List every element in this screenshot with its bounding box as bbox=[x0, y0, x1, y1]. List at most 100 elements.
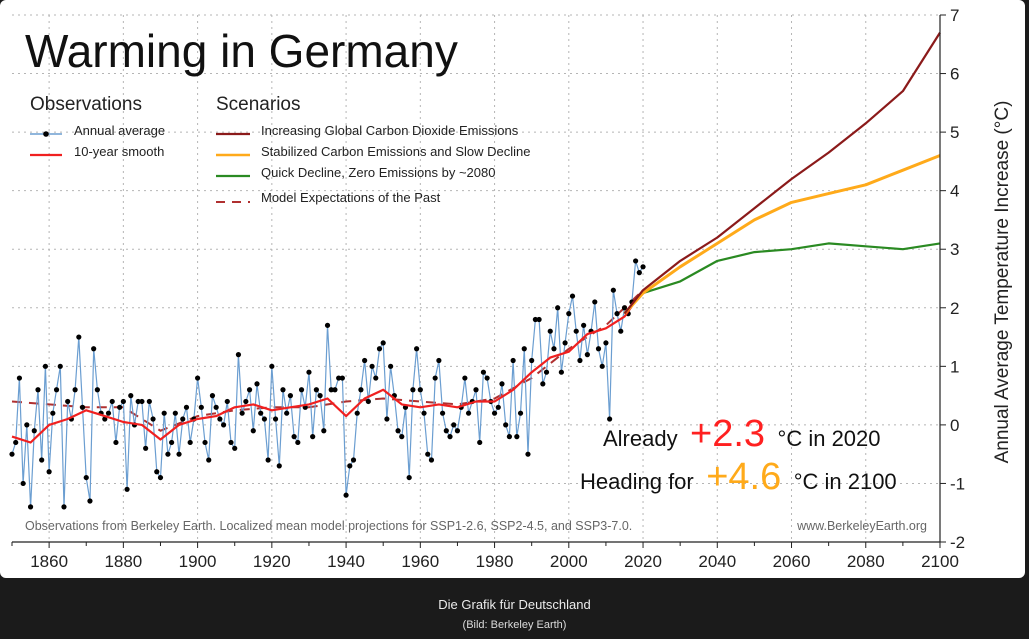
x-tick-label: 1900 bbox=[179, 552, 217, 571]
annual-point bbox=[373, 375, 379, 381]
annual-point bbox=[347, 463, 353, 469]
annual-point bbox=[633, 258, 639, 264]
annual-point bbox=[209, 393, 216, 399]
annual-point bbox=[146, 398, 152, 405]
annual-point bbox=[510, 357, 516, 364]
annual-point bbox=[321, 428, 327, 434]
annual-point bbox=[358, 387, 364, 393]
x-tick-label: 2080 bbox=[847, 552, 885, 571]
annual-point bbox=[573, 328, 579, 334]
x-tick-label: 1940 bbox=[327, 552, 365, 571]
annual-point bbox=[79, 404, 86, 410]
annual-point bbox=[599, 363, 605, 369]
annual-point bbox=[206, 457, 212, 463]
annual-point bbox=[417, 387, 423, 393]
heading-prefix: Heading for bbox=[580, 469, 694, 494]
annual-point bbox=[232, 445, 238, 451]
annual-point bbox=[280, 387, 286, 393]
annual-point bbox=[640, 264, 646, 270]
annual-point bbox=[562, 340, 568, 346]
x-tick-label: 1960 bbox=[401, 552, 439, 571]
annual-point bbox=[46, 469, 52, 475]
annual-point bbox=[105, 410, 112, 416]
annual-point bbox=[436, 357, 442, 364]
annual-point bbox=[117, 404, 123, 410]
already-annotation: Already +2.3 °C in 2020 bbox=[603, 413, 881, 455]
annual-point bbox=[13, 439, 19, 446]
already-value: +2.3 bbox=[690, 413, 765, 455]
annual-point bbox=[555, 305, 561, 311]
annual-point bbox=[169, 439, 175, 446]
annual-point bbox=[143, 445, 149, 451]
annual-point bbox=[109, 398, 115, 405]
annual-point bbox=[421, 410, 427, 416]
x-tick-label: 2020 bbox=[624, 552, 662, 571]
annual-point bbox=[250, 428, 256, 434]
annual-point bbox=[76, 334, 82, 340]
x-tick-label: 1920 bbox=[253, 552, 291, 571]
series-line-annual-average bbox=[11, 260, 644, 507]
annual-point bbox=[532, 316, 538, 323]
annual-point bbox=[198, 404, 204, 410]
annual-point bbox=[154, 469, 160, 475]
annual-point bbox=[20, 480, 26, 487]
annual-point bbox=[495, 404, 501, 410]
y-tick-label: 3 bbox=[950, 240, 959, 259]
warming-chart: 1860 1880 1900 1920 1940 1960 1980 2000 2020 2040… bbox=[9, 6, 1013, 571]
annual-point bbox=[332, 387, 338, 393]
annual-point bbox=[324, 322, 331, 328]
annual-point bbox=[384, 416, 390, 422]
heading-value: +4.6 bbox=[706, 456, 781, 498]
annual-point bbox=[124, 486, 130, 492]
annual-point bbox=[83, 474, 89, 481]
already-prefix: Already bbox=[603, 426, 678, 451]
annual-point bbox=[284, 410, 290, 416]
annual-point bbox=[328, 387, 334, 393]
headline-annotations: Already +2.3 °C in 2020 Heading for +4.6… bbox=[580, 413, 897, 498]
x-tick-label: 1980 bbox=[476, 552, 514, 571]
annual-point bbox=[517, 410, 524, 416]
annual-point bbox=[24, 422, 30, 428]
annual-point bbox=[295, 439, 301, 446]
annual-point bbox=[521, 346, 527, 352]
annual-point bbox=[291, 434, 297, 440]
x-tick-label: 2060 bbox=[773, 552, 811, 571]
annual-point bbox=[536, 316, 542, 323]
legend-scenarios-heading: Scenarios bbox=[216, 94, 301, 115]
y-tick-label: 5 bbox=[950, 123, 959, 142]
annual-point bbox=[581, 322, 587, 328]
annual-point bbox=[369, 363, 375, 369]
chart-card: 1860 1880 1900 1920 1940 1960 1980 2000 2020 2040… bbox=[0, 0, 1025, 578]
annual-point bbox=[465, 410, 472, 416]
annual-point bbox=[27, 504, 34, 510]
annual-point bbox=[491, 410, 498, 416]
annual-point bbox=[339, 375, 345, 381]
annual-point bbox=[451, 422, 457, 428]
annual-point bbox=[425, 451, 431, 457]
annual-point bbox=[228, 439, 234, 446]
annual-point bbox=[135, 398, 141, 405]
annual-point bbox=[269, 363, 275, 369]
annual-point bbox=[298, 387, 305, 393]
annual-point bbox=[261, 416, 268, 422]
annual-point bbox=[65, 398, 71, 405]
annual-point bbox=[317, 393, 323, 399]
annual-point bbox=[443, 428, 449, 434]
annual-point bbox=[120, 398, 126, 405]
chart-footnote: Observations from Berkeley Earth. Locali… bbox=[25, 519, 632, 533]
annual-point bbox=[195, 375, 201, 381]
annual-point bbox=[477, 439, 483, 446]
annual-point bbox=[72, 387, 78, 393]
annual-point bbox=[376, 346, 383, 352]
annual-point bbox=[380, 340, 386, 346]
y-tick-label: -2 bbox=[950, 533, 965, 552]
figure-caption: Die Grafik für Deutschland bbox=[438, 597, 591, 612]
legend-annual-dot bbox=[43, 131, 49, 137]
annual-point bbox=[180, 416, 186, 422]
chart-source: www.BerkeleyEarth.org bbox=[796, 519, 927, 533]
y-tick-label: 6 bbox=[950, 65, 959, 84]
annual-point bbox=[432, 375, 438, 381]
annual-point bbox=[94, 387, 100, 393]
annual-point bbox=[543, 369, 550, 375]
annual-point bbox=[239, 410, 245, 416]
